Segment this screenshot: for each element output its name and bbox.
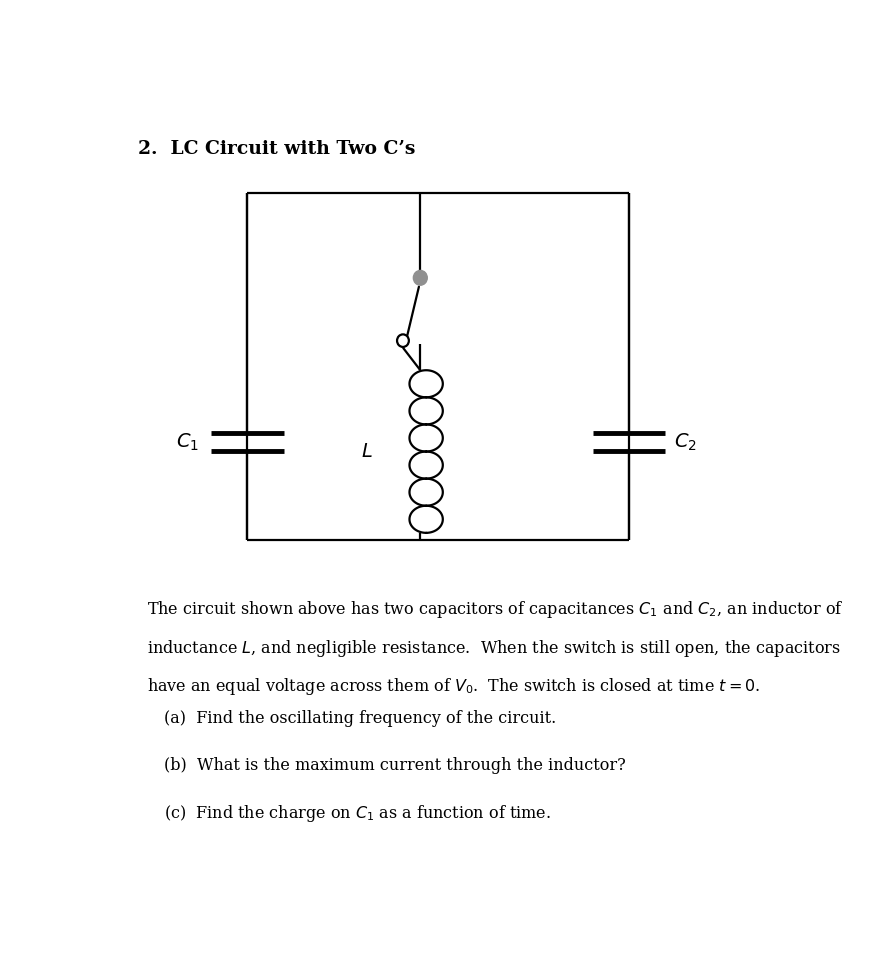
Text: $C_1$: $C_1$ (176, 431, 199, 452)
Text: (a)  Find the oscillating frequency of the circuit.: (a) Find the oscillating frequency of th… (164, 710, 556, 728)
Text: $L$: $L$ (361, 443, 373, 461)
Circle shape (397, 334, 409, 347)
Circle shape (413, 271, 427, 285)
Text: (b)  What is the maximum current through the inductor?: (b) What is the maximum current through … (164, 756, 625, 774)
Text: The circuit shown above has two capacitors of capacitances $C_1$ and $C_2$, an i: The circuit shown above has two capacito… (147, 599, 844, 620)
Text: have an equal voltage across them of $V_0$.  The switch is closed at time $t = 0: have an equal voltage across them of $V_… (147, 676, 760, 697)
Text: (c)  Find the charge on $C_1$ as a function of time.: (c) Find the charge on $C_1$ as a functi… (164, 804, 551, 825)
Text: 2.  LC Circuit with Two C’s: 2. LC Circuit with Two C’s (138, 140, 416, 158)
Text: $C_2$: $C_2$ (674, 431, 696, 452)
Text: inductance $L$, and negligible resistance.  When the switch is still open, the c: inductance $L$, and negligible resistanc… (147, 637, 840, 659)
